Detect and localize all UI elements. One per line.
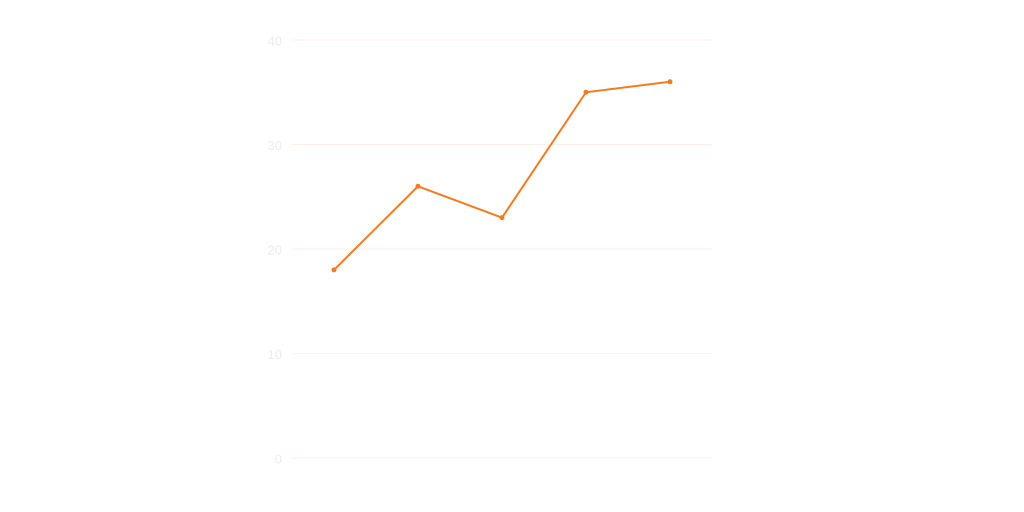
y-tick-label: 40	[268, 33, 282, 48]
y-tick-label: 10	[268, 347, 282, 362]
point	[667, 79, 673, 85]
point	[499, 215, 505, 221]
y-tick-label: 30	[268, 138, 282, 153]
point	[583, 89, 589, 95]
point	[415, 183, 421, 189]
line	[333, 80, 671, 271]
y-tick-label: 20	[268, 242, 282, 257]
y-tick-label: 0	[275, 451, 282, 466]
point	[331, 267, 337, 273]
